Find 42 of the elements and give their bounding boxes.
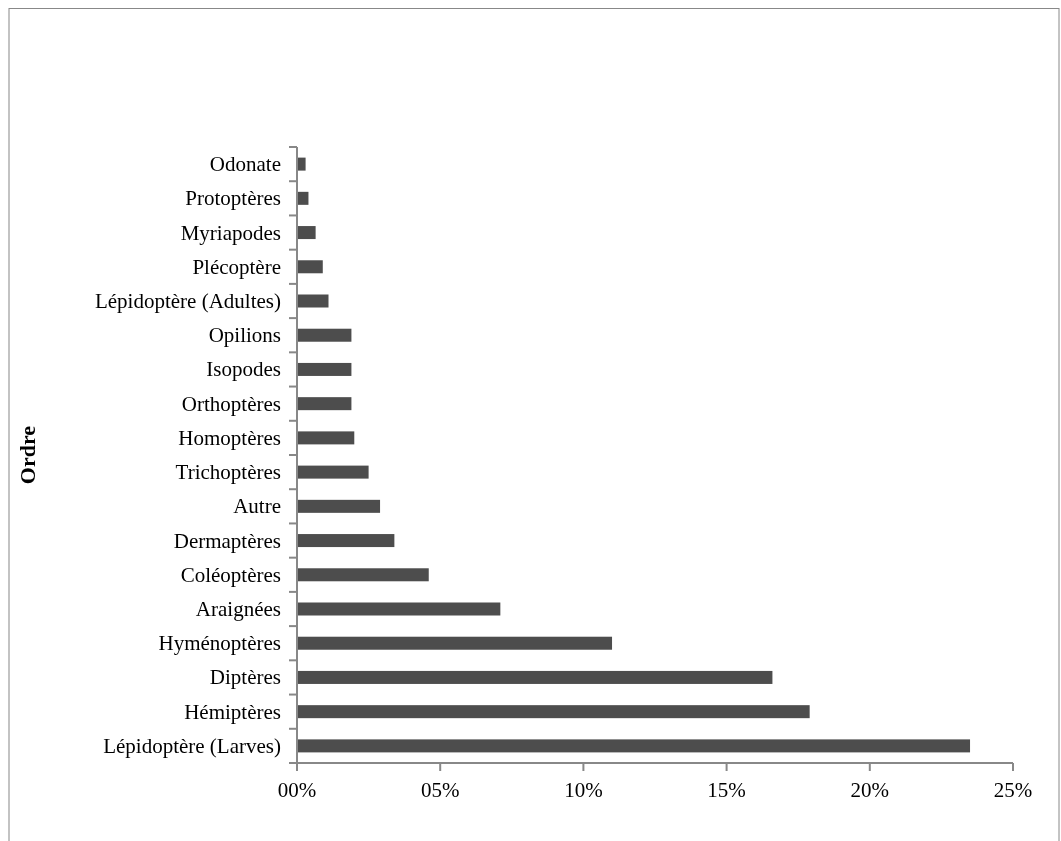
x-tick-label: 10% bbox=[564, 778, 603, 802]
y-tick-label: Opilions bbox=[208, 323, 281, 348]
bar bbox=[297, 670, 773, 684]
y-axis-title: Ordre bbox=[15, 425, 40, 485]
y-tick-label: Protoptères bbox=[185, 186, 281, 211]
bar bbox=[297, 534, 395, 548]
x-tick-label: 05% bbox=[420, 778, 460, 802]
bar bbox=[297, 260, 323, 274]
bar bbox=[297, 157, 306, 171]
bar bbox=[297, 294, 329, 308]
bar bbox=[297, 636, 613, 650]
y-tick-label: Homoptères bbox=[178, 425, 281, 450]
y-tick-label: Lépidoptère (Larves) bbox=[103, 733, 281, 758]
x-tick-label: 15% bbox=[707, 778, 746, 802]
y-tick-label: Dermaptères bbox=[173, 528, 281, 553]
x-tick-label: 25% bbox=[993, 778, 1033, 802]
bar bbox=[297, 499, 381, 513]
bar bbox=[297, 397, 352, 411]
y-tick-label: Odonate bbox=[209, 152, 281, 177]
bar bbox=[297, 362, 352, 376]
bar bbox=[297, 705, 810, 719]
y-tick-label: Hémiptères bbox=[184, 699, 281, 724]
x-tick-label: 20% bbox=[850, 778, 890, 802]
y-tick-label: Lépidoptère (Adultes) bbox=[94, 289, 281, 313]
bar bbox=[297, 465, 369, 479]
y-tick-label: Plécoptère bbox=[192, 254, 281, 279]
y-tick-label: Araignées bbox=[195, 597, 281, 621]
y-tick-label: Coléoptères bbox=[180, 562, 281, 587]
bar bbox=[297, 431, 355, 445]
y-tick-label: Autre bbox=[233, 494, 281, 519]
bar bbox=[297, 568, 429, 582]
bar bbox=[297, 226, 316, 240]
y-tick-label: Diptères bbox=[209, 665, 281, 690]
y-tick-label: Myriapodes bbox=[180, 220, 281, 245]
bar bbox=[297, 602, 501, 616]
y-tick-label: Trichoptères bbox=[175, 460, 281, 485]
y-tick-label: Isopodes bbox=[206, 357, 281, 382]
y-tick-label: Orthoptères bbox=[181, 391, 281, 416]
bar bbox=[297, 739, 971, 753]
x-tick-label: 00% bbox=[277, 778, 317, 802]
y-tick-label: Hyménoptères bbox=[158, 631, 281, 656]
bar bbox=[297, 328, 352, 342]
